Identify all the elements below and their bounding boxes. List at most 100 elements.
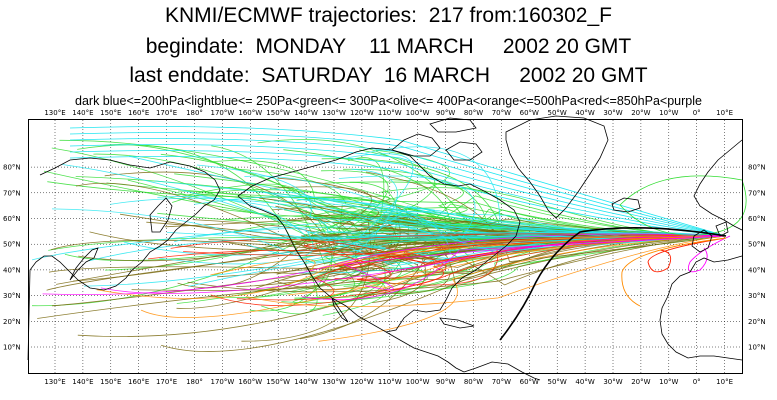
lon-label-top: 140°W	[294, 109, 318, 117]
trajectory-line	[69, 156, 727, 237]
lat-label-left: 10°N	[3, 344, 21, 352]
lon-label-bottom: 10°E	[716, 378, 733, 386]
trajectory-line	[304, 233, 727, 280]
lon-label-top: 40°W	[575, 109, 594, 117]
coast-iceland	[611, 197, 641, 213]
lon-label-top: 160°E	[128, 109, 149, 117]
trajectory-loop	[619, 175, 747, 236]
trajectory-line	[381, 213, 727, 237]
map-frame	[28, 119, 743, 374]
lon-label-top: 0°	[693, 109, 701, 117]
lon-label-bottom: 170°W	[211, 378, 235, 386]
lon-label-bottom: 30°W	[603, 378, 622, 386]
lon-label-bottom: 80°W	[464, 378, 483, 386]
lon-label-bottom: 140°E	[72, 378, 93, 386]
lon-label-top: 140°E	[72, 109, 93, 117]
lon-label-bottom: 40°W	[575, 378, 594, 386]
coast-japan	[69, 247, 99, 281]
trajectory-line	[69, 150, 727, 237]
trajectory-dark-blue	[499, 227, 727, 341]
lon-label-bottom: 130°W	[322, 378, 346, 386]
lat-label-left: 30°N	[3, 292, 21, 300]
trajectory-line	[69, 144, 727, 237]
lon-label-top: 180°	[186, 109, 203, 117]
lon-label-bottom: 120°W	[350, 378, 374, 386]
lon-label-top: 160°W	[238, 109, 262, 117]
trajectory-line	[69, 132, 727, 237]
lon-label-top: 120°W	[350, 109, 374, 117]
coast-iberia-africa	[659, 255, 743, 361]
title-trajectories: KNMI/ECMWF trajectories: 217 from:160302…	[165, 4, 612, 27]
lon-label-bottom: 0°	[693, 378, 701, 386]
lon-label-top: 60°W	[520, 109, 539, 117]
lat-label-left: 20°N	[3, 318, 21, 326]
lon-label-bottom: 10°W	[659, 378, 678, 386]
lon-label-bottom: 170°E	[156, 378, 177, 386]
lon-label-top: 80°W	[464, 109, 483, 117]
lon-label-top: 150°W	[266, 109, 290, 117]
lon-label-bottom: 130°E	[44, 378, 65, 386]
lat-label-left: 70°N	[3, 189, 21, 197]
coast-europe	[691, 139, 743, 253]
lat-label-right: 80°N	[748, 164, 766, 172]
title-enddate: last enddate: SATURDAY 16 MARCH 2002 20 …	[129, 64, 648, 87]
coast-baja	[331, 297, 349, 323]
lon-label-top: 10°W	[659, 109, 678, 117]
lat-label-right: 30°N	[748, 292, 766, 300]
lon-label-top: 170°E	[156, 109, 177, 117]
coast-kamchatka	[149, 197, 173, 233]
trajectory-line	[358, 216, 727, 238]
lon-label-top: 130°W	[322, 109, 346, 117]
lat-label-left: 40°N	[3, 266, 21, 274]
lon-label-bottom: 100°W	[406, 378, 430, 386]
lon-label-bottom: 150°E	[100, 378, 121, 386]
lat-label-left: 80°N	[3, 164, 21, 172]
lon-label-top: 100°W	[406, 109, 430, 117]
trajectory-line	[245, 235, 727, 307]
title-begindate: begindate: MONDAY 11 MARCH 2002 20 GMT	[145, 35, 632, 58]
trajectory-line	[187, 235, 727, 293]
coast-cuba	[439, 317, 475, 329]
coast-central-america	[385, 331, 465, 373]
lat-label-right: 20°N	[748, 318, 766, 326]
coast-arctic-islands	[391, 117, 483, 161]
trajectory-line	[259, 197, 727, 286]
lat-label-right: 10°N	[748, 344, 766, 352]
trajectory-line	[365, 171, 727, 263]
lon-label-top: 10°E	[716, 109, 733, 117]
lon-label-bottom: 150°W	[266, 378, 290, 386]
trajectory-line	[160, 235, 727, 352]
lon-label-bottom: 60°W	[520, 378, 539, 386]
trajectories	[31, 126, 747, 352]
trajectory-curl	[621, 237, 727, 307]
trajectory-line	[301, 235, 727, 301]
trajectory-line	[100, 235, 727, 294]
lon-label-bottom: 90°W	[436, 378, 455, 386]
lat-label-left: 60°N	[3, 215, 21, 223]
lon-label-bottom: 140°W	[294, 378, 318, 386]
lon-label-top: 110°W	[378, 109, 402, 117]
lat-label-right: 40°N	[748, 266, 766, 274]
lat-label-left: 50°N	[3, 241, 21, 249]
lon-label-top: 70°W	[492, 109, 511, 117]
trajectory-line	[298, 235, 727, 274]
lon-label-top: 130°E	[44, 109, 65, 117]
lon-label-bottom: 160°W	[238, 378, 262, 386]
trajectory-line	[69, 126, 727, 237]
lon-label-bottom: 110°W	[378, 378, 402, 386]
lon-label-bottom: 70°W	[492, 378, 511, 386]
trajectory-line	[318, 235, 727, 342]
trajectory-line	[287, 235, 727, 296]
axis-labels: 130°E 130°E 140°E 140°E 150°E 150°E 160°E 160°E…	[3, 109, 766, 386]
lon-label-top: 50°W	[548, 109, 567, 117]
lon-label-top: 170°W	[211, 109, 235, 117]
trajectory-curl	[647, 237, 727, 273]
trajectory-curl	[687, 235, 731, 273]
lat-label-right: 60°N	[748, 215, 766, 223]
lon-label-top: 90°W	[436, 109, 455, 117]
coast-greenland	[505, 115, 609, 219]
lon-label-bottom: 20°W	[631, 378, 650, 386]
coast-asia	[27, 157, 221, 361]
coastlines	[27, 115, 743, 381]
